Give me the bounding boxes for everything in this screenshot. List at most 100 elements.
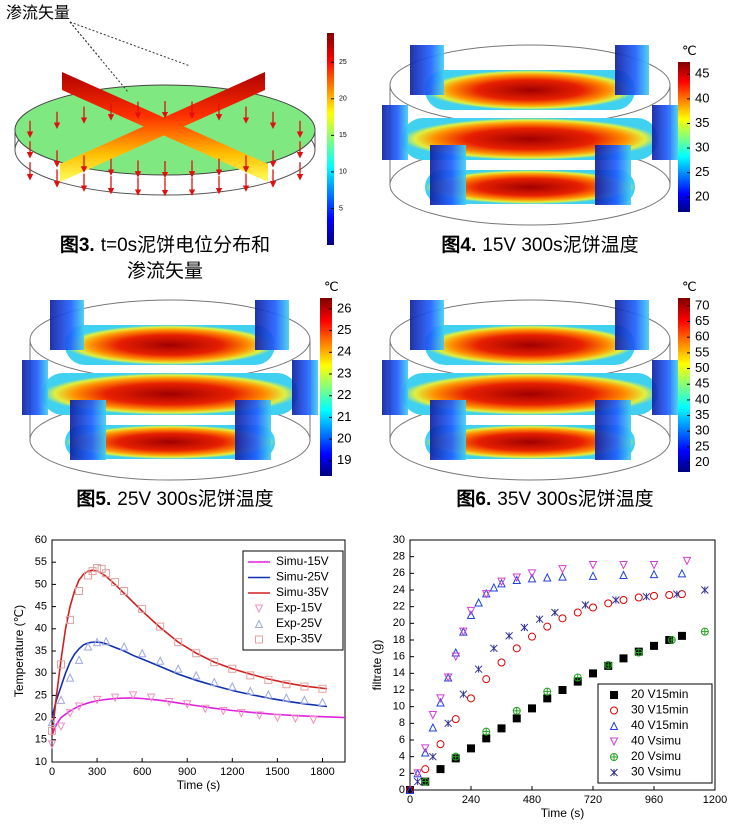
- marker: [459, 690, 468, 699]
- colorbar-scale: [320, 298, 332, 476]
- marker: [93, 563, 102, 572]
- x-axis-label: Time (s): [177, 778, 221, 792]
- y-tick-label: 10: [393, 701, 405, 713]
- marker: [467, 744, 475, 753]
- legend-swatch: [254, 604, 264, 614]
- colorbar-tick-label: 70: [695, 297, 709, 312]
- colorbar-tick-label: 40: [695, 391, 709, 406]
- y-tick-label: 14: [393, 667, 405, 679]
- y-tick-label: 45: [35, 601, 47, 613]
- marker: [282, 693, 291, 702]
- legend-swatch: [610, 706, 619, 715]
- legend-label: 40 Vsimu: [631, 734, 681, 748]
- marker: [128, 691, 138, 701]
- chart: 0 300 600 900 1200 1500 1800 10 15 20 25 30 35 40 45 50…: [12, 534, 346, 792]
- marker: [451, 752, 460, 761]
- marker: [146, 693, 156, 703]
- marker: [642, 592, 651, 601]
- marker: [512, 575, 522, 584]
- marker: [573, 673, 582, 682]
- marker: [482, 675, 491, 684]
- marker: [420, 744, 430, 753]
- marker: [255, 711, 264, 720]
- colorbar-tick-label: 65: [695, 313, 709, 328]
- slab: [425, 425, 635, 459]
- colorbar-scale: [327, 33, 334, 245]
- marker: [318, 684, 327, 693]
- side-block: [615, 45, 649, 95]
- colorbar: 20 25 30 35 40 45 ℃: [678, 43, 709, 212]
- marker: [497, 658, 506, 667]
- marker: [497, 578, 506, 588]
- legend-label: Exp-15V: [276, 601, 322, 615]
- slab: [425, 170, 635, 204]
- slab: [65, 325, 275, 365]
- marker: [527, 573, 537, 583]
- colorbar-tick-label: 25: [695, 164, 709, 179]
- legend-swatch: [609, 737, 619, 747]
- side-block: [382, 105, 408, 160]
- colorbar-scale: [678, 298, 690, 472]
- marker: [228, 664, 237, 673]
- colorbar-tick-label: 25: [337, 322, 351, 337]
- marker: [97, 564, 106, 573]
- side-block: [652, 360, 678, 415]
- marker: [57, 660, 66, 669]
- marker: [246, 671, 255, 680]
- chart: 0 240 480 720 960 120002468101214161820222426…: [370, 534, 727, 820]
- colorbar-scale: [678, 62, 690, 212]
- side-block: [595, 145, 631, 205]
- x-tick-label: 300: [88, 766, 106, 778]
- y-tick-label: 40: [35, 623, 47, 635]
- marker: [665, 591, 674, 599]
- caption: 图6. 35V 300s泥饼温度: [456, 488, 653, 510]
- y-tick-label: 12: [393, 684, 405, 696]
- colorbar-unit: ℃: [324, 279, 339, 294]
- x-tick-label: 720: [584, 794, 602, 806]
- colorbar-tick-label: 30: [695, 423, 709, 438]
- marker: [649, 569, 659, 579]
- marker: [558, 614, 567, 623]
- legend-box: [597, 683, 713, 784]
- colorbar-tick-label: 60: [695, 329, 709, 344]
- marker: [300, 695, 309, 704]
- y-tick-label: 10: [35, 756, 47, 768]
- marker: [619, 570, 628, 579]
- marker: [210, 658, 219, 667]
- marker: [677, 631, 686, 640]
- marker: [581, 601, 590, 609]
- marker: [65, 673, 75, 682]
- side-block: [292, 360, 318, 415]
- marker: [466, 606, 476, 616]
- y-tick-label: 20: [35, 712, 47, 724]
- marker: [110, 693, 120, 703]
- side-block: [615, 300, 649, 350]
- marker: [405, 785, 415, 794]
- y-tick-label: 24: [393, 584, 405, 596]
- colorbar-tick-label: 45: [695, 66, 709, 81]
- x-tick-label: 900: [178, 766, 196, 778]
- y-tick-label: 2: [399, 767, 405, 779]
- y-tick-label: 30: [35, 667, 47, 679]
- colorbar-tick-label: 35: [695, 407, 709, 422]
- legend-label: Simu-15V: [276, 554, 329, 568]
- marker: [512, 706, 521, 715]
- potential-band: [60, 72, 265, 182]
- marker: [682, 556, 692, 566]
- caption: 图4. 15V 300s泥饼温度: [441, 234, 638, 256]
- colorbar-unit: ℃: [682, 279, 697, 294]
- legend-label: 40 V15min: [631, 718, 688, 732]
- marker: [649, 561, 659, 570]
- y-axis-label: Temperature (℃): [12, 605, 26, 697]
- marker: [558, 565, 567, 574]
- marker: [677, 568, 687, 578]
- x-tick-label: 480: [523, 794, 541, 806]
- legend-label: 20 Vsimu: [631, 749, 681, 763]
- marker: [459, 627, 468, 637]
- colorbar-tick-label: 21: [337, 409, 351, 424]
- marker: [282, 680, 291, 689]
- potential-picture: [14, 21, 316, 197]
- marker: [573, 677, 582, 686]
- colorbar-tick-label: 5: [339, 205, 343, 212]
